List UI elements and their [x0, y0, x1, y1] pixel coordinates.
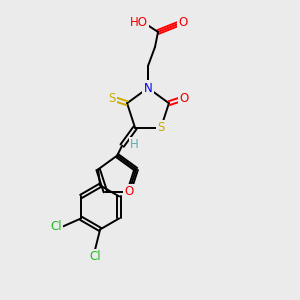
Text: S: S — [157, 121, 165, 134]
Text: Cl: Cl — [89, 250, 101, 263]
Text: O: O — [124, 185, 134, 198]
Text: S: S — [108, 92, 116, 105]
Text: HO: HO — [130, 16, 148, 28]
Text: O: O — [179, 92, 189, 105]
Text: O: O — [178, 16, 188, 29]
Text: N: N — [144, 82, 152, 94]
Text: Cl: Cl — [50, 220, 62, 233]
Text: H: H — [130, 138, 139, 151]
